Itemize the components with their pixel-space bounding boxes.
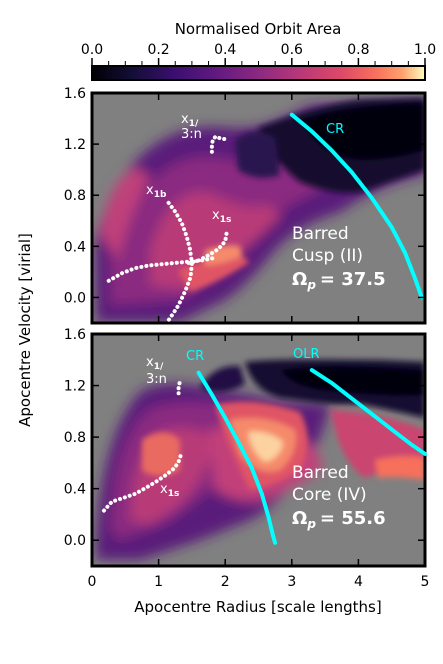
colorbar-tick-label: 0.6 [281, 42, 303, 58]
bottom-x-ticks: 0 1 2 3 4 5 [88, 574, 430, 590]
top-orbit-families [106, 134, 229, 325]
top-ytick-label: 0.8 [64, 188, 86, 204]
bottom-ytick-label: 0.0 [64, 533, 86, 549]
top-res-label-x1s: x1s [212, 208, 231, 225]
bottom-omega: Ωp = 55.6 [292, 508, 386, 531]
bottom-annotation-subtitle: Core (IV) [292, 485, 367, 505]
bottom-line-cr [196, 370, 278, 545]
x-axis-label: Apocentre Radius [scale lengths] [134, 598, 381, 616]
top-res-label-x1b: x1b [146, 183, 167, 200]
bottom-cr-label: CR [186, 349, 204, 364]
bottom-xtick-label: 1 [154, 574, 163, 590]
top-res-label-x1l: x1/ [181, 112, 199, 129]
colorbar-ticks: 0.0 0.2 0.4 0.6 0.8 1.0 [81, 42, 436, 66]
bottom-xtick-label: 0 [88, 574, 97, 590]
bottom-ytick-label: 1.2 [64, 379, 86, 395]
top-panel-frame [90, 91, 427, 325]
y-axis-label: Apocentre Velocity [virial] [16, 233, 34, 427]
bottom-ytick-label: 0.4 [64, 482, 86, 498]
bottom-res-label-x1l: x1/ [146, 355, 164, 372]
bottom-panel-frame [90, 332, 427, 568]
top-cr-label: CR [326, 122, 344, 137]
colorbar-tick-label: 1.0 [414, 42, 436, 58]
top-panel: 0.0 0.4 0.8 1.2 1.6 x1/ 3:n x1b x1s CR Barre… [64, 86, 427, 325]
top-y-ticks: 0.0 0.4 0.8 1.2 1.6 [64, 86, 426, 323]
bottom-heatmap [96, 359, 425, 560]
bottom-ytick-label: 1.6 [64, 327, 86, 343]
bottom-lines [196, 368, 427, 545]
bottom-annotation-title: Barred [292, 463, 349, 483]
bottom-xtick-label: 4 [354, 574, 363, 590]
top-omega: Ωp = 37.5 [292, 269, 386, 292]
bottom-res-label-x1s: x1s [160, 482, 179, 499]
colorbar-tick-label: 0.4 [214, 42, 236, 58]
top-orbit-family [186, 231, 229, 265]
top-line-cr [289, 112, 424, 300]
top-orbit-family [209, 134, 229, 154]
top-res-label-3n: 3:n [181, 127, 202, 142]
bottom-xtick-label: 5 [421, 574, 430, 590]
colorbar-gradient [91, 65, 426, 81]
top-heatmap [95, 98, 425, 322]
colorbar-tick-label: 0.2 [147, 42, 169, 58]
top-ytick-label: 1.2 [64, 137, 86, 153]
bottom-xtick-label: 2 [221, 574, 230, 590]
colorbar-tick-label: 0.8 [347, 42, 369, 58]
top-lines [289, 112, 424, 300]
bottom-orbit-family [176, 379, 182, 396]
bottom-orbit-families [102, 379, 184, 513]
bottom-xtick-label: 3 [287, 574, 296, 590]
colorbar-label: Normalised Orbit Area [175, 20, 342, 38]
colorbar-tick-label: 0.0 [81, 42, 103, 58]
colorbar: Normalised Orbit Area 0.0 0.2 0.4 0.6 0.8 1.0 [81, 20, 436, 81]
bottom-line-olr [309, 368, 427, 456]
top-ytick-label: 0.4 [64, 239, 86, 255]
bottom-orbit-family [102, 451, 184, 513]
top-ytick-label: 1.6 [64, 86, 86, 102]
bottom-ytick-label: 0.8 [64, 430, 86, 446]
top-annotation-title: Barred [292, 224, 349, 244]
top-annotation-subtitle: Cusp (II) [292, 246, 363, 266]
bottom-y-ticks: 0.0 0.4 0.8 1.2 1.6 [64, 327, 426, 566]
bottom-res-label-3n: 3:n [146, 372, 167, 387]
bottom-olr-label: OLR [293, 347, 320, 362]
top-ytick-label: 0.0 [64, 290, 86, 306]
bottom-panel: 0.0 0.4 0.8 1.2 1.6 0 1 2 3 4 5 x1/ 3:n x1s CR OL… [64, 327, 430, 590]
